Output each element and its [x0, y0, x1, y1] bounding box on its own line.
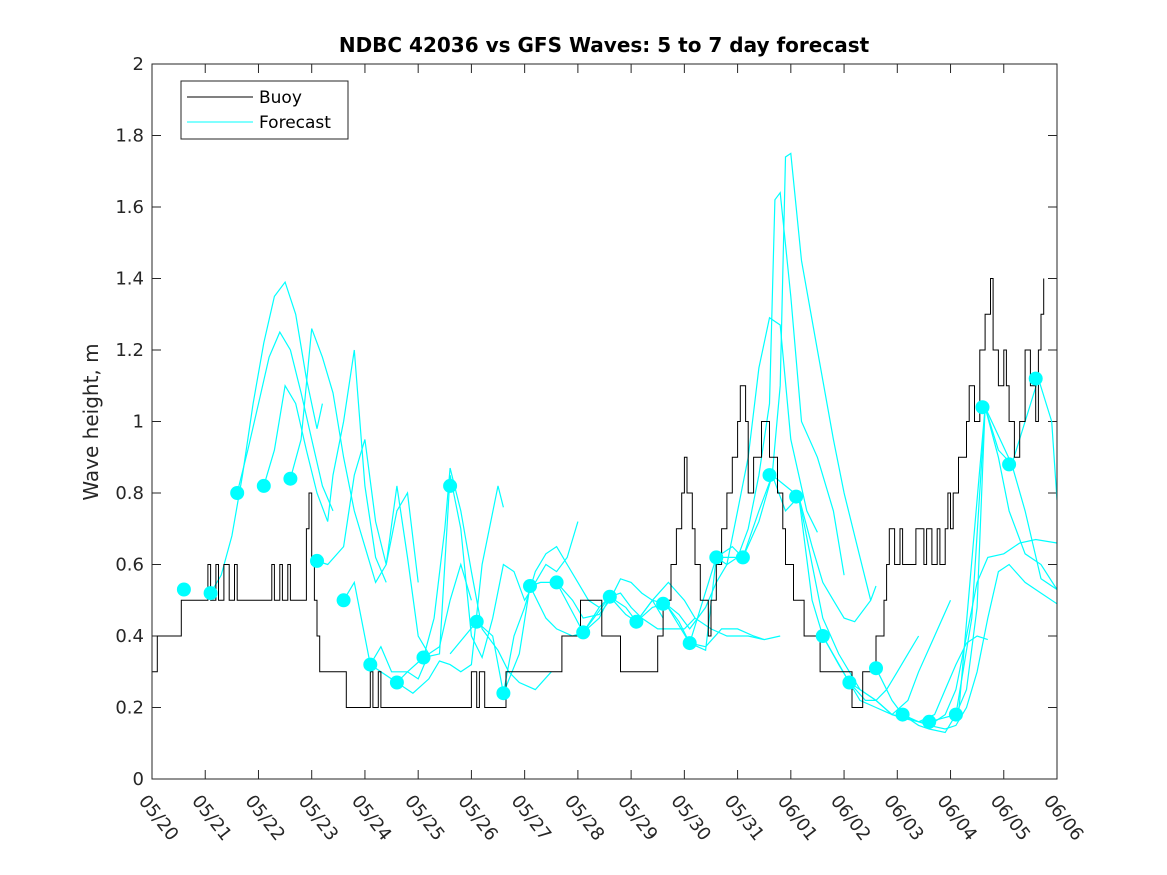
forecast-run-line [716, 473, 877, 623]
forecast-marker [203, 586, 218, 601]
forecast-run-line [343, 562, 472, 680]
x-tick-label: 05/20 [134, 791, 182, 845]
forecast-run-line [316, 439, 430, 655]
plot-area-frame [151, 63, 1058, 780]
forecast-run-line [423, 474, 579, 660]
forecast-marker [443, 478, 458, 493]
x-tick-label: 05/23 [294, 791, 342, 845]
y-tick-label: 0.2 [115, 698, 144, 719]
forecast-run-line [957, 376, 1057, 715]
x-tick-label: 05/26 [453, 791, 501, 845]
forecast-marker [815, 629, 830, 643]
x-tick-label: 05/30 [666, 791, 714, 845]
x-tick-label: 06/02 [826, 791, 874, 845]
forecast-marker [416, 650, 431, 665]
x-tick-label: 05/22 [241, 791, 289, 845]
forecast-marker [975, 400, 990, 415]
forecast-run-line [210, 280, 323, 594]
forecast-marker [230, 486, 245, 500]
forecast-marker [469, 614, 484, 629]
y-tick-label: 0 [133, 769, 144, 790]
forecast-marker [709, 550, 724, 565]
forecast-marker [389, 675, 404, 690]
x-tick-label: 05/24 [347, 791, 395, 845]
forecast-marker [869, 661, 883, 676]
legend-forecast-label: Forecast [259, 113, 331, 133]
y-tick-label: 1.8 [115, 126, 144, 147]
forecast-run-line [556, 581, 765, 641]
x-tick-label: 05/27 [507, 791, 555, 845]
forecast-marker [1002, 457, 1017, 472]
forecast-marker [310, 553, 324, 568]
x-tick-label: 06/06 [1039, 791, 1087, 845]
forecast-marker [895, 707, 910, 722]
axis-ticks [151, 63, 1058, 780]
forecast-run-line [449, 545, 600, 694]
x-tick-label: 06/03 [879, 791, 927, 845]
chart-title: NDBC 42036 vs GFS Waves: 5 to 7 day fore… [339, 33, 870, 57]
forecast-run-line [582, 595, 781, 648]
legend: Buoy Forecast [180, 80, 349, 140]
forecast-run-line [289, 328, 419, 584]
forecast-marker [523, 579, 537, 593]
forecast-marker [922, 714, 937, 729]
forecast-marker [576, 625, 591, 640]
forecast-marker [363, 657, 378, 672]
forecast-marker [336, 593, 351, 608]
forecast-run-line [771, 474, 920, 702]
forecast-run-line [902, 407, 1057, 734]
forecast-marker [948, 707, 963, 722]
legend-buoy-label: Buoy [259, 88, 302, 108]
forecast-marker [256, 478, 271, 493]
forecast-marker [1028, 371, 1043, 386]
forecast-marker [283, 471, 298, 486]
plot-data-layer [152, 152, 1057, 734]
x-tick-label: 06/04 [933, 791, 981, 845]
forecast-marker [629, 614, 644, 629]
y-tick-label: 0.4 [115, 626, 144, 647]
forecast-marker [549, 575, 564, 590]
y-tick-label: 0.6 [115, 555, 144, 576]
y-tick-label: 0.8 [115, 483, 144, 504]
y-tick-label: 1 [133, 412, 144, 433]
forecast-run-line [689, 152, 872, 644]
x-tick-label: 05/21 [187, 791, 235, 845]
forecast-run-line [665, 191, 845, 652]
y-tick-label: 1.4 [115, 269, 144, 290]
forecast-run-line [236, 330, 334, 512]
forecast-run-line [369, 485, 504, 694]
x-tick-label: 05/29 [613, 791, 661, 845]
forecast-marker [602, 589, 617, 604]
forecast-run-line [929, 407, 1057, 723]
forecast-marker [842, 675, 857, 690]
x-tick-label: 05/31 [720, 791, 768, 845]
forecast-marker [735, 550, 750, 565]
forecast-marker [789, 489, 804, 504]
forecast-marker [682, 636, 697, 651]
x-tick-label: 05/28 [560, 791, 608, 845]
x-tick-label: 06/01 [773, 791, 821, 845]
buoy-series-line [152, 278, 1045, 708]
legend-box [180, 80, 349, 140]
x-tick-label: 06/05 [986, 791, 1034, 845]
y-axis-label: Wave height, m [79, 343, 103, 500]
forecast-marker [496, 686, 511, 701]
forecast-marker [176, 582, 191, 597]
forecast-run-line [849, 538, 1057, 723]
forecast-marker [762, 468, 777, 483]
forecast-run-line [636, 316, 818, 630]
y-tick-label: 1.6 [115, 197, 144, 218]
forecast-run-line [263, 349, 387, 583]
x-tick-label: 05/25 [400, 791, 448, 845]
y-tick-label: 1.2 [115, 340, 144, 361]
y-tick-label: 2 [133, 54, 144, 75]
forecast-marker [656, 596, 671, 611]
